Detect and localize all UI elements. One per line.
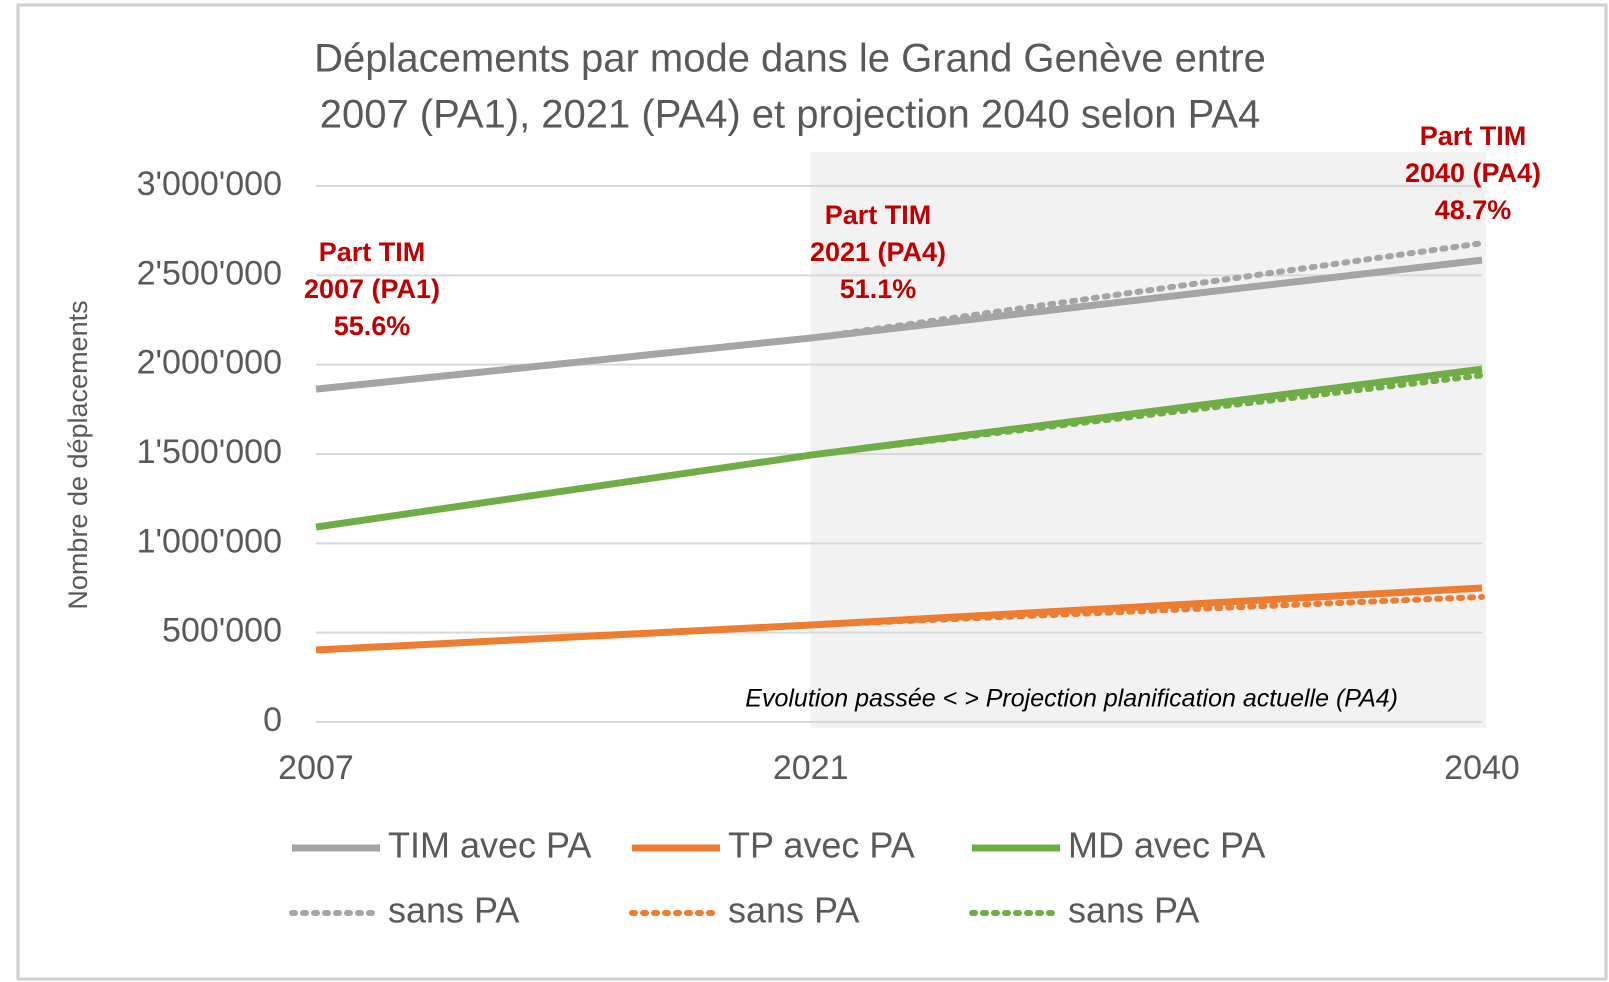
annotation: Part TIM xyxy=(1420,121,1527,151)
chart-title: 2007 (PA1), 2021 (PA4) et projection 204… xyxy=(320,93,1261,137)
legend-label: MD avec PA xyxy=(1068,825,1265,866)
legend-label: sans PA xyxy=(1068,890,1199,931)
annotation: 51.1% xyxy=(840,274,917,304)
annotation: 2040 (PA4) xyxy=(1405,158,1541,188)
y-tick-label: 0 xyxy=(263,701,282,739)
chart-title: Déplacements par mode dans le Grand Genè… xyxy=(314,37,1266,81)
y-tick-label: 3'000'000 xyxy=(137,165,282,203)
y-tick-label: 2'000'000 xyxy=(137,344,282,382)
y-tick-label: 500'000 xyxy=(162,612,282,650)
x-tick-label: 2040 xyxy=(1444,749,1520,787)
series-line xyxy=(315,365,1483,531)
y-tick-label: 2'500'000 xyxy=(137,254,282,292)
series-line xyxy=(315,584,1483,654)
y-tick-label: 1'500'000 xyxy=(137,433,282,471)
annotation: 2007 (PA1) xyxy=(304,274,440,304)
annotation: Part TIM xyxy=(825,200,932,230)
x-tick-label: 2007 xyxy=(278,749,354,787)
legend-label: TP avec PA xyxy=(728,825,915,866)
series-line xyxy=(315,256,1483,393)
legend-label: sans PA xyxy=(388,890,519,931)
legend-label: TIM avec PA xyxy=(388,825,591,866)
y-axis-label: Nombre de déplacements xyxy=(63,300,93,609)
legend-label: sans PA xyxy=(728,890,859,931)
annotation: 2021 (PA4) xyxy=(810,237,946,267)
annotation: Part TIM xyxy=(319,237,426,267)
shaded-region-label: Evolution passée < > Projection planific… xyxy=(745,685,1398,713)
annotation: 55.6% xyxy=(334,311,411,341)
annotation: 48.7% xyxy=(1435,195,1512,225)
y-tick-label: 1'000'000 xyxy=(137,522,282,560)
x-tick-label: 2021 xyxy=(773,749,849,787)
